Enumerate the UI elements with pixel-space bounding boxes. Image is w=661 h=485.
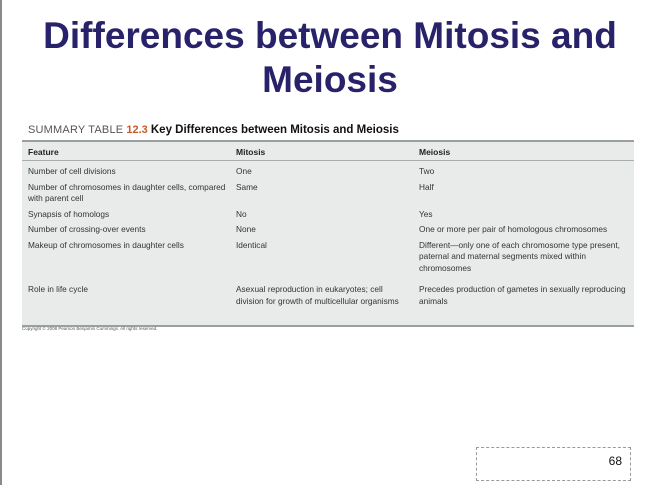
cell-meiosis: Different—only one of each chromosome ty… [419,239,620,273]
table-row: Number of chromosomes in daughter cells,… [22,180,634,207]
table-row: Synapsis of homologs No Yes [22,207,634,223]
cell-mitosis: Identical [236,239,267,250]
cell-mitosis: Asexual reproduction in eukaryotes; cell… [236,284,399,306]
header-mitosis: Mitosis [230,142,413,161]
cell-mitosis: No [236,208,247,219]
cell-meiosis: Two [419,166,435,176]
caption-prefix: SUMMARY TABLE [28,124,124,136]
table-row: Number of crossing-over events None One … [22,222,634,238]
cell-feature: Number of cell divisions [28,166,116,176]
caption-title: Key Differences between Mitosis and Meio… [150,124,399,136]
cell-feature: Synapsis of homologs [28,208,110,219]
summary-table-panel: Feature Mitosis Meiosis Number of cell d… [22,140,634,327]
cell-mitosis: One [236,166,252,176]
slide-left-border [0,0,2,485]
cell-feature: Number of chromosomes in daughter cells,… [28,181,226,204]
cell-meiosis: Yes [419,208,433,219]
table-row: Role in life cycle Asexual reproduction … [22,276,634,309]
cell-meiosis: Half [419,181,434,192]
copyright-notice: Copyright © 2008 Pearson Benjamin Cummin… [22,326,158,331]
summary-table: Feature Mitosis Meiosis Number of cell d… [22,142,634,309]
cell-meiosis: One or more per pair of homologous chrom… [419,224,608,234]
cell-meiosis: Precedes production of gametes in sexual… [419,284,626,306]
caption-number: 12.3 [126,124,148,136]
header-meiosis: Meiosis [413,142,634,161]
cell-feature: Role in life cycle [28,284,88,294]
page-number: 68 [608,454,622,468]
table-row: Makeup of chromosomes in daughter cells … [22,238,634,277]
table-caption: SUMMARY TABLE 12.3 Key Differences betwe… [28,124,399,136]
cell-feature: Makeup of chromosomes in daughter cells [28,239,184,250]
page-number-box: 68 [476,447,631,481]
header-feature: Feature [22,142,230,161]
cell-mitosis: Same [236,181,258,192]
cell-mitosis: None [236,224,256,234]
table-row: Number of cell divisions One Two [22,161,634,180]
table-header-row: Feature Mitosis Meiosis [22,142,634,161]
cell-feature: Number of crossing-over events [28,224,146,234]
slide-title: Differences between Mitosis and Meiosis [43,15,617,100]
